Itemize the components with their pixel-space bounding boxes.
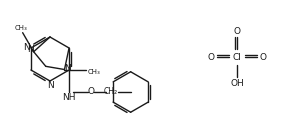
Text: N: N	[24, 42, 30, 52]
Text: O: O	[234, 27, 240, 35]
Text: O: O	[260, 52, 266, 62]
Text: CH₃: CH₃	[14, 25, 27, 31]
Text: Cl: Cl	[233, 52, 241, 62]
Text: N: N	[27, 45, 34, 54]
Text: N: N	[47, 80, 54, 89]
Text: OH: OH	[230, 79, 244, 89]
Text: O: O	[208, 52, 214, 62]
Text: CH₃: CH₃	[88, 69, 101, 74]
Text: O: O	[88, 87, 94, 97]
Text: NH: NH	[62, 92, 76, 102]
Text: CH₂: CH₂	[104, 87, 118, 97]
Text: N: N	[64, 64, 71, 73]
